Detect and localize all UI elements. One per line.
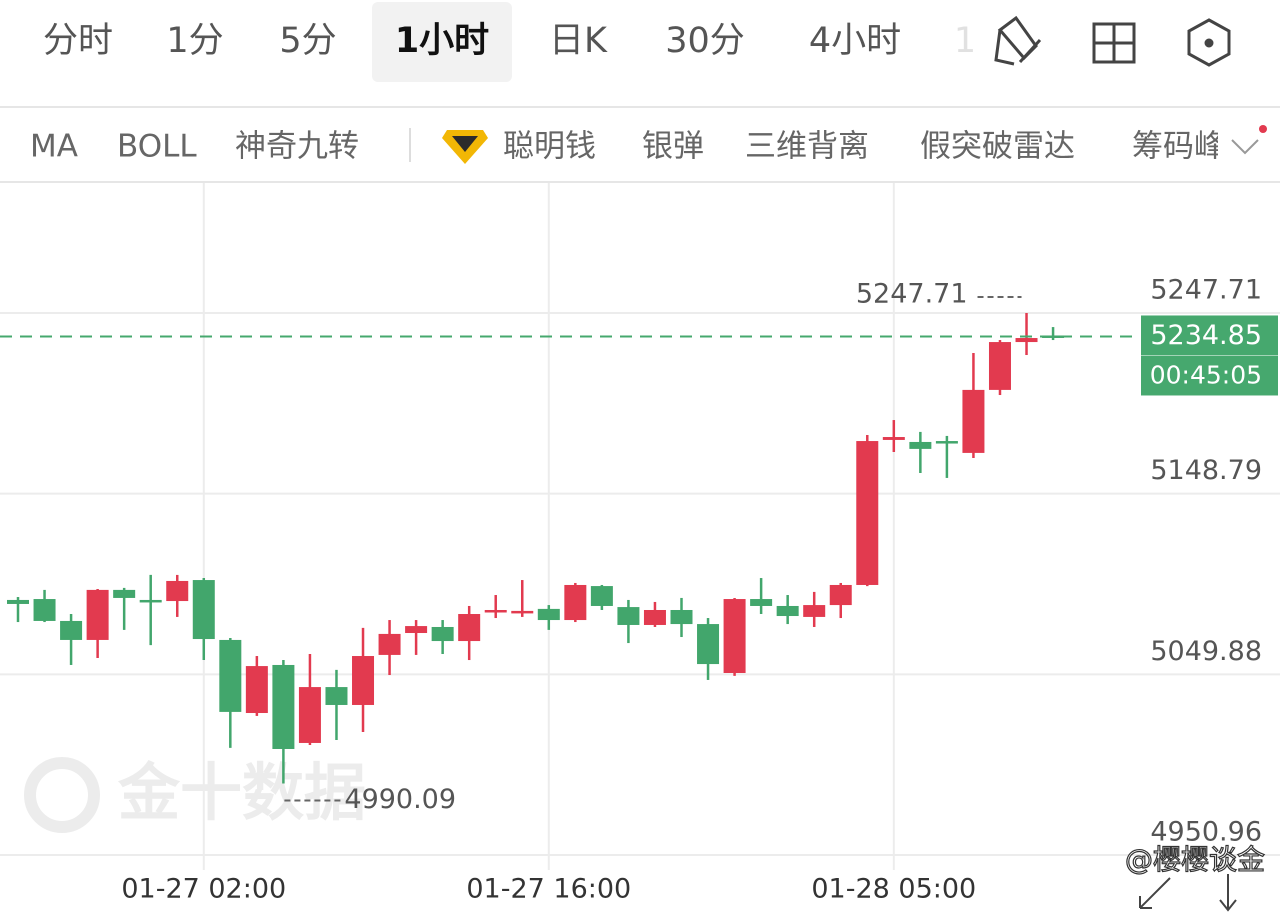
candle-body [776,605,799,617]
candle-body [484,609,507,613]
candle-body [352,656,375,705]
settings-icon[interactable] [1187,18,1231,67]
candle-body [431,626,454,642]
plot: 4950.96 5049.88 5148.79 5247.71 01-27 02:00 0… [0,183,1280,905]
tab[interactable]: 1小时 [395,21,489,61]
tab[interactable]: 4小时 [809,21,901,61]
candle-body [139,599,162,603]
candle-body [219,639,242,712]
zoom-icons[interactable] [1139,874,1237,912]
indicator[interactable]: 三维背离 [745,129,869,165]
draw-tool-icon[interactable] [994,15,1042,66]
candle-body [962,389,985,453]
candle-body [697,624,720,665]
x-tick-label: 01-27 02:00 [121,874,286,905]
watermark-logo [24,757,100,833]
x-tick-label: 01-28 05:00 [811,874,976,905]
x-tick-label: 01-27 16:00 [466,874,631,905]
candle-body [86,589,109,640]
candle-body [272,664,295,749]
candle-body [829,584,852,606]
candle-body [643,609,666,625]
y-tick-label: 4950.96 [1150,817,1262,848]
candle-body [192,580,215,640]
current-price: 5234.85 [1150,320,1262,351]
tab[interactable]: 30分 [665,21,745,61]
watermark: 金十数据 [117,756,366,829]
candle-body [166,580,189,602]
active-tab-bg [372,2,512,82]
candle-body [803,605,826,617]
y-tick-label: 5247.71 [1150,274,1262,305]
indicator[interactable]: 聪明钱 [503,129,596,165]
candle-body [245,666,268,714]
indicator[interactable]: MA [30,129,78,165]
candle-body [33,599,56,621]
tab[interactable]: 分时 [43,21,113,61]
tab[interactable]: 1 [954,21,976,61]
y-tick-label: 5049.88 [1150,636,1262,667]
indicator[interactable]: 神奇九转 [235,129,359,165]
candle-body [617,607,640,625]
candle-body [590,586,613,606]
countdown: 00:45:05 [1150,360,1262,389]
high-annotation: 5247.71 [856,278,968,309]
candle-body [60,620,83,640]
y-tick-label: 5148.79 [1150,455,1262,486]
low-annotation: 4990.09 [344,784,456,815]
candle-body [1042,335,1065,338]
tab[interactable]: 5分 [279,21,336,61]
candle-body [511,610,534,614]
candle-body [882,437,905,440]
candle-body [7,599,29,604]
candle-body [750,599,773,606]
tab[interactable]: 1分 [166,21,223,61]
tab[interactable]: 日K [549,21,608,61]
credit: @樱樱谈金 [1125,843,1265,876]
candle-body [537,608,560,621]
candle-body [988,342,1011,390]
candle-body [723,599,746,674]
layout-icon[interactable] [1092,22,1136,64]
candle-body [856,441,879,585]
candle-body [458,614,481,642]
candle-body [405,626,428,634]
indicator[interactable]: 筹码峰 [1132,129,1225,165]
expand-chevron[interactable] [1231,139,1259,155]
indicator[interactable]: 假突破雷达 [920,129,1075,165]
notice-dot [1259,125,1267,133]
indicator[interactable]: BOLL [117,129,197,165]
smart-money-icon [442,130,488,164]
candle-body [325,687,348,705]
candle-body [909,441,932,449]
candle-body [670,609,693,625]
indicator[interactable]: 银弹 [642,129,704,165]
candle-body [1015,338,1038,343]
candle-body [113,589,136,598]
candle-body [564,584,587,621]
candle-body [378,633,401,655]
candle-body [298,687,321,743]
candle-body [935,441,958,444]
